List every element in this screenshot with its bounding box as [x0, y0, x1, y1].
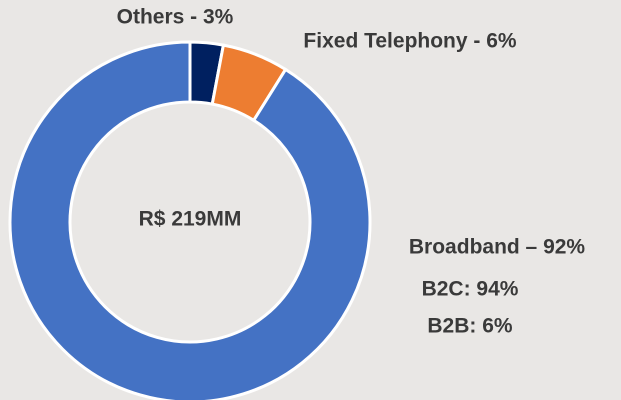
- sub-label: B2B: 6%: [427, 315, 513, 338]
- slice-label: Fixed Telephony - 6%: [303, 30, 516, 53]
- sub-label: B2C: 94%: [422, 278, 519, 301]
- center-label: R$ 219MM: [139, 208, 242, 231]
- slice: [8, 40, 372, 400]
- donut: [8, 40, 372, 400]
- slice-label: Others - 3%: [117, 6, 234, 29]
- slice-label: Broadband – 92%: [409, 236, 586, 259]
